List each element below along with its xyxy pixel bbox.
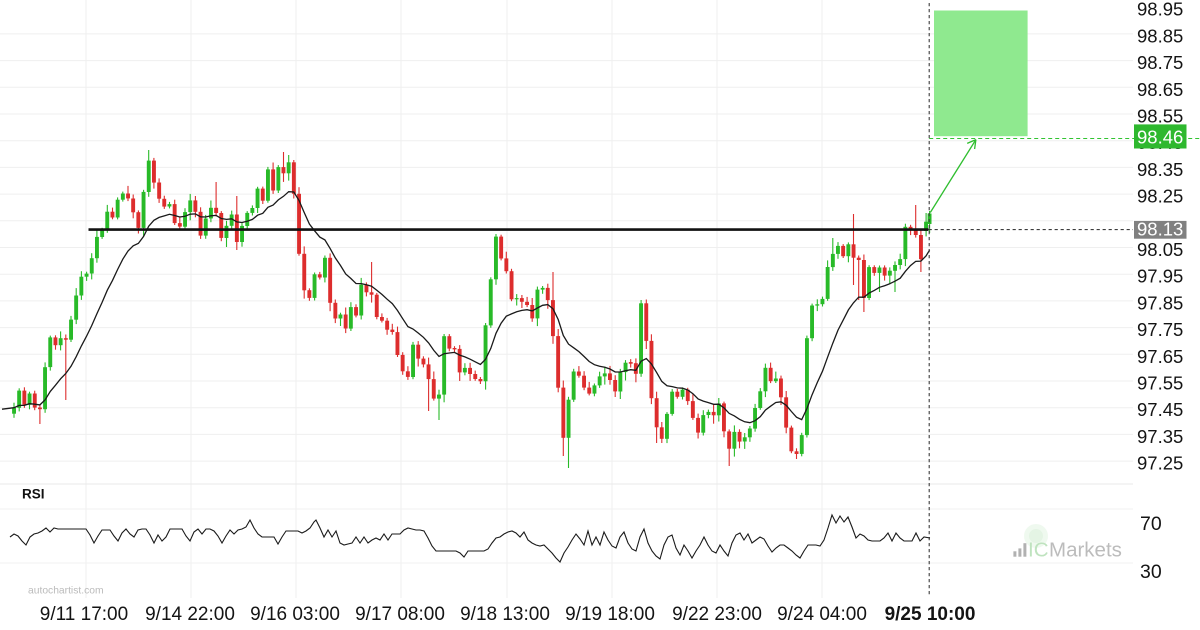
svg-text:98.75: 98.75 [1137,52,1183,73]
svg-text:30: 30 [1140,561,1162,583]
svg-text:98.65: 98.65 [1137,79,1183,100]
svg-text:9/19 18:00: 9/19 18:00 [565,604,655,625]
svg-text:97.65: 97.65 [1137,346,1183,367]
svg-text:98.35: 98.35 [1137,159,1183,180]
svg-text:98.85: 98.85 [1137,25,1183,46]
svg-text:97.45: 97.45 [1137,399,1183,420]
svg-text:97.85: 97.85 [1137,292,1183,313]
svg-text:RSI: RSI [22,487,45,502]
svg-text:9/16 03:00: 9/16 03:00 [250,604,340,625]
svg-text:autochartist.com: autochartist.com [28,586,104,597]
svg-text:9/22 23:00: 9/22 23:00 [672,604,762,625]
svg-text:9/25 10:00: 9/25 10:00 [885,604,976,625]
svg-text:97.35: 97.35 [1137,426,1183,447]
svg-text:98.05: 98.05 [1137,239,1183,260]
svg-text:Markets: Markets [1049,539,1122,562]
svg-text:97.25: 97.25 [1137,453,1183,474]
svg-text:97.75: 97.75 [1137,319,1183,340]
svg-text:98.46: 98.46 [1137,127,1183,148]
svg-text:98.25: 98.25 [1137,186,1183,207]
svg-text:IC: IC [1028,539,1049,562]
svg-text:9/17 08:00: 9/17 08:00 [355,604,445,625]
svg-text:70: 70 [1140,513,1162,535]
svg-text:9/11 17:00: 9/11 17:00 [40,604,128,625]
svg-text:98.95: 98.95 [1137,0,1183,20]
svg-text:98.55: 98.55 [1137,106,1183,127]
svg-text:97.55: 97.55 [1137,373,1183,394]
svg-text:9/24 04:00: 9/24 04:00 [777,604,867,625]
svg-text:9/18 13:00: 9/18 13:00 [460,604,550,625]
svg-text:98.13: 98.13 [1137,219,1183,240]
svg-text:97.95: 97.95 [1137,266,1183,287]
svg-text:9/14 22:00: 9/14 22:00 [145,604,235,625]
